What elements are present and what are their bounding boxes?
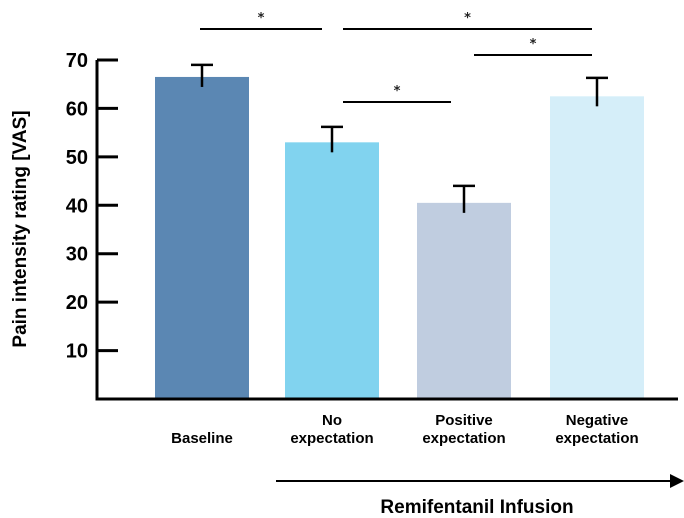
category-label-3-0: Negative: [566, 412, 629, 429]
category-label-1-0: No: [322, 412, 342, 429]
significance-marker-3: *: [394, 84, 401, 99]
y-tick-label-5: 60: [66, 98, 88, 120]
bar-2: [417, 202, 511, 399]
category-label-2-0: Positive: [435, 412, 493, 429]
y-tick-label-3: 40: [66, 195, 88, 217]
y-tick-label-2: 30: [66, 244, 88, 266]
bar-0: [155, 76, 249, 399]
axes-layer: [95, 60, 678, 401]
bars-layer: [155, 76, 644, 400]
infusion-arrow: [276, 474, 684, 488]
bar-1: [285, 142, 379, 400]
arrow-head-icon: [670, 474, 684, 488]
significance-marker-0: *: [258, 11, 265, 26]
category-label-2-1: expectation: [422, 430, 505, 447]
bar-3: [550, 96, 644, 400]
infusion-label: Remifentanil Infusion: [380, 497, 573, 518]
y-ticks-layer: 10 20 30 40 50 60 70: [66, 50, 118, 363]
category-label-1-1: expectation: [290, 430, 373, 447]
category-label-0-0: Baseline: [171, 430, 233, 447]
category-label-3-1: expectation: [555, 430, 638, 447]
y-tick-label-6: 70: [66, 50, 88, 72]
error-bars-layer: [191, 63, 608, 213]
y-tick-label-4: 50: [66, 147, 88, 169]
y-axis-label: Pain intensity rating [VAS]: [10, 110, 31, 347]
x-categories-layer: BaselineNoexpectationPositiveexpectation…: [171, 412, 639, 447]
significance-marker-2: *: [530, 37, 537, 52]
significance-marker-1: *: [464, 11, 471, 26]
y-tick-label-1: 20: [66, 292, 88, 314]
y-tick-label-0: 10: [66, 341, 88, 363]
significance-layer: * * * *: [200, 11, 592, 103]
